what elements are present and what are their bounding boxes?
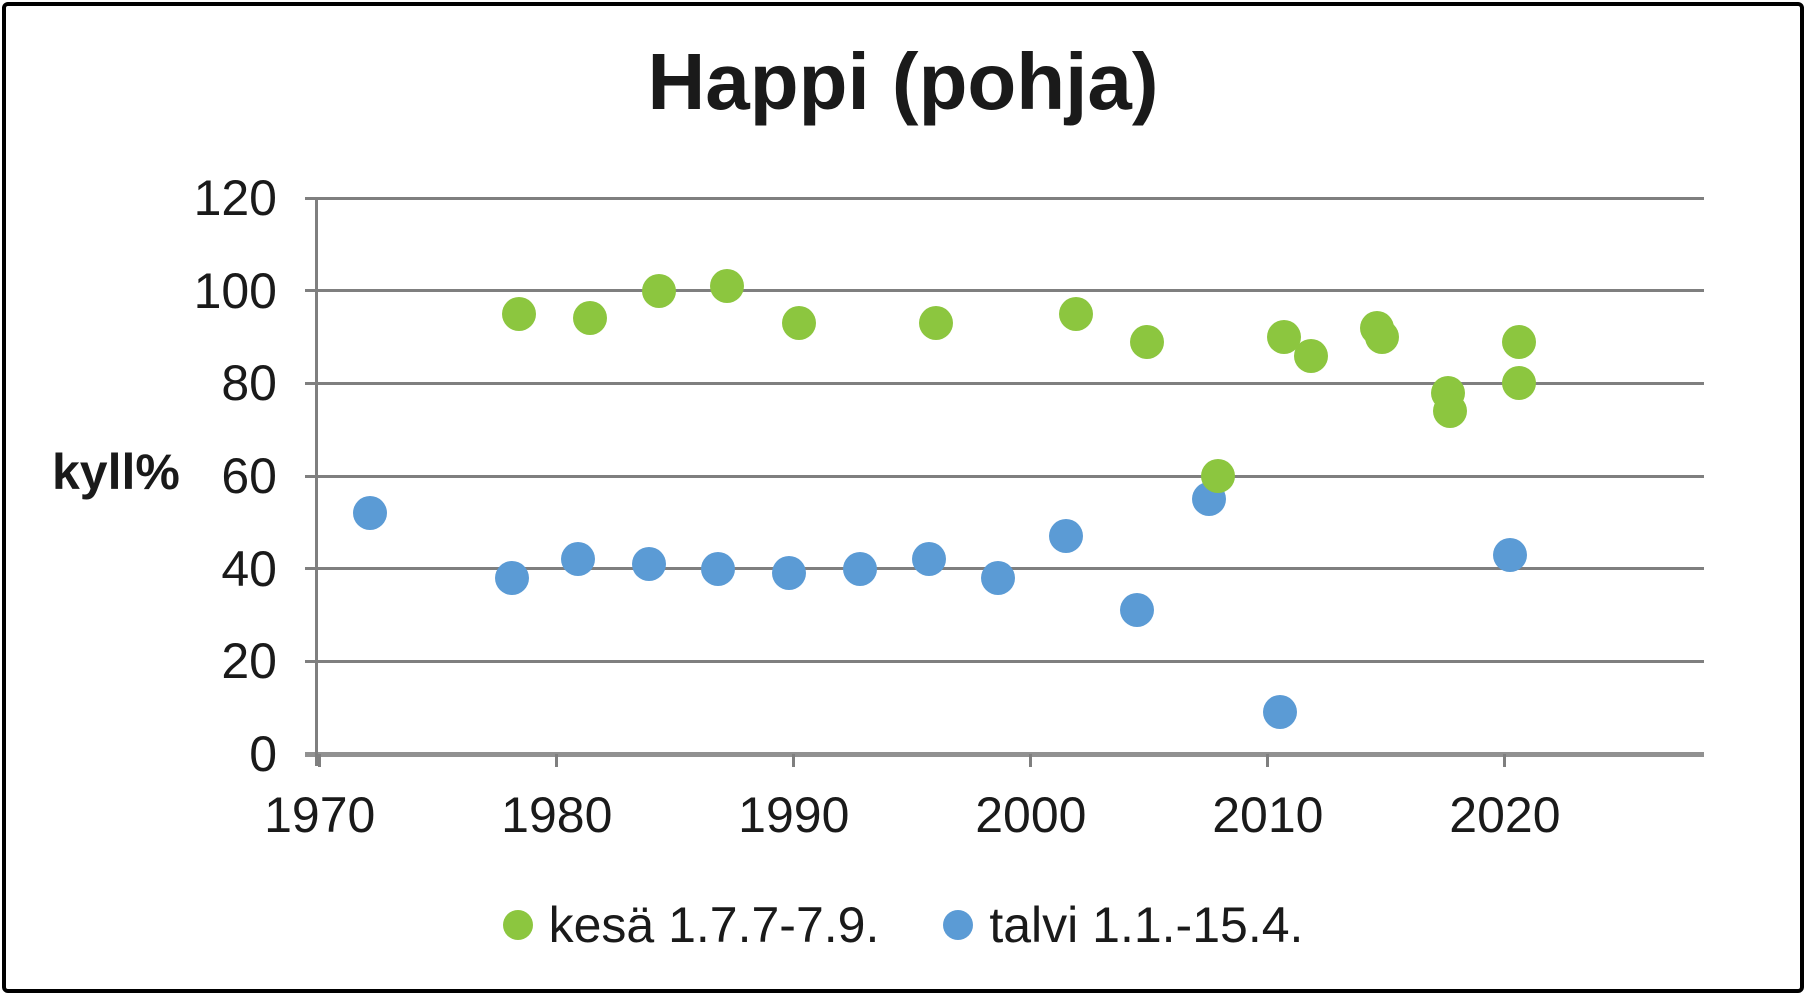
x-tick [555,754,559,767]
data-point-talvi [700,551,735,586]
x-axis-line [305,751,1704,757]
legend-item-talvi: talvi 1.1.-15.4. [943,896,1303,954]
legend-item-kesa: kesä 1.7.7-7.9. [502,896,880,954]
data-point-talvi [772,556,807,591]
chart-title: Happi (pohja) [647,37,1159,126]
x-tick [792,754,796,767]
data-point-kesa [1502,366,1537,401]
y-tick-label: 0 [249,726,277,782]
x-tick [1029,754,1033,767]
x-tick-label: 2000 [975,787,1087,843]
data-point-talvi [561,542,596,577]
data-point-kesa [1364,320,1399,354]
data-point-talvi [843,551,878,586]
data-point-talvi [1120,593,1155,628]
data-point-talvi [1492,537,1527,572]
legend-marker-talvi-icon [943,910,974,940]
data-point-talvi [980,560,1015,595]
y-tick-label: 120 [193,170,277,226]
y-tick-label: 60 [221,448,277,504]
x-tick [1266,754,1270,767]
x-tick-label: 1980 [501,787,613,843]
y-axis-line [315,198,318,766]
gridline [305,289,1704,293]
data-point-kesa [1129,324,1164,359]
gridline [305,474,1704,478]
x-tick-label: 1970 [264,787,376,843]
y-tick-label: 100 [193,262,277,319]
data-point-kesa [501,296,536,331]
y-tick-label: 20 [221,633,277,690]
data-point-talvi [632,547,667,582]
gridline [305,381,1704,385]
data-point-talvi [1262,695,1297,730]
data-point-talvi [911,542,946,577]
legend-label-kesa: kesä 1.7.7-7.9. [548,897,880,953]
data-point-kesa [1058,296,1093,331]
legend: kesä 1.7.7-7.9. talvi 1.1.-15.4. [6,896,1800,954]
plot-area: 0 20 40 60 80 100 120 1970 1980 1990 2000 2010 2020 [194,173,1704,840]
x-tick-label: 1990 [738,787,850,843]
gridline [305,196,1704,200]
data-point-kesa [1293,338,1328,373]
legend-label-talvi: talvi 1.1.-15.4. [989,897,1304,953]
data-point-kesa [572,301,607,336]
data-point-talvi [1049,519,1084,554]
gridline [305,659,1704,663]
data-point-kesa [919,306,954,341]
y-tick-label: 80 [221,355,277,412]
x-tick [1503,754,1507,767]
data-point-talvi [494,560,529,595]
legend-marker-kesa-icon [502,910,533,940]
data-point-kesa [1201,459,1236,493]
x-tick-label: 2020 [1449,787,1561,843]
y-axis-title: kyll% [52,444,180,500]
x-tick-label: 2010 [1212,787,1324,843]
y-tick-label: 40 [221,540,277,597]
data-point-talvi [352,496,387,531]
data-point-kesa [1433,394,1468,429]
data-point-kesa [1502,324,1537,359]
x-tick [318,754,322,767]
data-point-kesa [641,273,676,308]
data-point-kesa [710,269,745,304]
data-point-kesa [781,306,816,341]
